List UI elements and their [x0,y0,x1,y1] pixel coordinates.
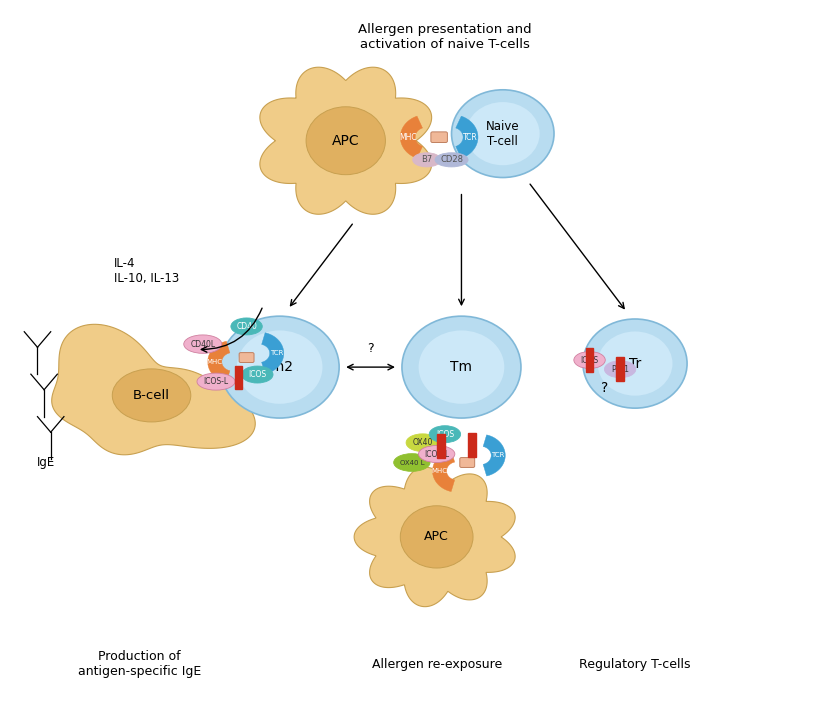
Circle shape [306,107,385,175]
Polygon shape [52,324,255,455]
Text: Naive
T-cell: Naive T-cell [486,120,520,148]
FancyBboxPatch shape [239,353,254,362]
Text: PD-1: PD-1 [612,365,629,374]
Text: Th2: Th2 [266,360,293,374]
Text: OX40: OX40 [413,438,433,447]
Polygon shape [261,333,284,374]
Text: MHC: MHC [207,359,223,365]
FancyBboxPatch shape [431,132,448,143]
Ellipse shape [413,153,441,167]
Ellipse shape [574,352,605,369]
Text: Allergen re-exposure: Allergen re-exposure [372,657,502,671]
Text: Regulatory T-cells: Regulatory T-cells [579,657,691,671]
Text: Tm: Tm [450,360,473,374]
Circle shape [466,102,540,165]
Circle shape [597,332,672,396]
Ellipse shape [435,153,468,167]
FancyBboxPatch shape [235,366,242,389]
Ellipse shape [394,453,430,471]
Text: OX40 L: OX40 L [399,459,424,466]
Text: ICOS-L: ICOS-L [424,449,449,458]
Ellipse shape [418,446,455,463]
Text: B-cell: B-cell [133,389,170,402]
Ellipse shape [604,361,636,378]
Text: MHC: MHC [432,468,448,474]
Circle shape [452,90,554,178]
Text: TCR: TCR [492,453,505,458]
Polygon shape [433,451,454,491]
Text: CD40L: CD40L [191,339,215,349]
Polygon shape [456,116,478,158]
Polygon shape [354,467,515,607]
Text: Production of
antigen-specific IgE: Production of antigen-specific IgE [77,650,201,678]
Circle shape [220,316,339,418]
Text: ICOS: ICOS [436,430,454,438]
Text: IgE: IgE [37,456,55,469]
Text: B7: B7 [421,155,433,164]
Text: ?: ? [601,381,608,395]
Ellipse shape [112,369,191,422]
Ellipse shape [230,318,262,335]
Ellipse shape [184,335,222,354]
Text: ICOS: ICOS [581,356,598,364]
Circle shape [402,316,521,418]
FancyBboxPatch shape [437,434,444,458]
Text: ?: ? [367,342,374,354]
FancyBboxPatch shape [460,458,475,468]
Ellipse shape [429,426,461,443]
Circle shape [418,330,504,404]
Text: IL-4
IL-10, IL-13: IL-4 IL-10, IL-13 [114,257,180,285]
FancyBboxPatch shape [468,433,476,457]
FancyBboxPatch shape [586,348,593,372]
Text: MHC: MHC [399,133,417,142]
Text: TCR: TCR [463,133,478,142]
Polygon shape [260,67,432,214]
Ellipse shape [197,373,235,390]
Circle shape [583,319,687,408]
Ellipse shape [406,434,439,451]
Text: ICOS: ICOS [248,370,266,379]
Polygon shape [208,342,230,382]
Text: Allergen presentation and
activation of naive T-cells: Allergen presentation and activation of … [358,23,532,51]
Text: CD40: CD40 [236,322,257,331]
Circle shape [237,330,323,404]
FancyBboxPatch shape [617,357,624,381]
Polygon shape [483,435,505,476]
Ellipse shape [241,366,273,383]
Polygon shape [400,116,423,158]
Text: ICOS-L: ICOS-L [204,377,229,386]
Text: Tr: Tr [629,356,641,371]
Text: APC: APC [332,134,359,148]
Text: TCR: TCR [270,350,284,356]
Text: CD28: CD28 [440,155,463,164]
Circle shape [400,506,473,568]
Text: APC: APC [424,530,449,543]
